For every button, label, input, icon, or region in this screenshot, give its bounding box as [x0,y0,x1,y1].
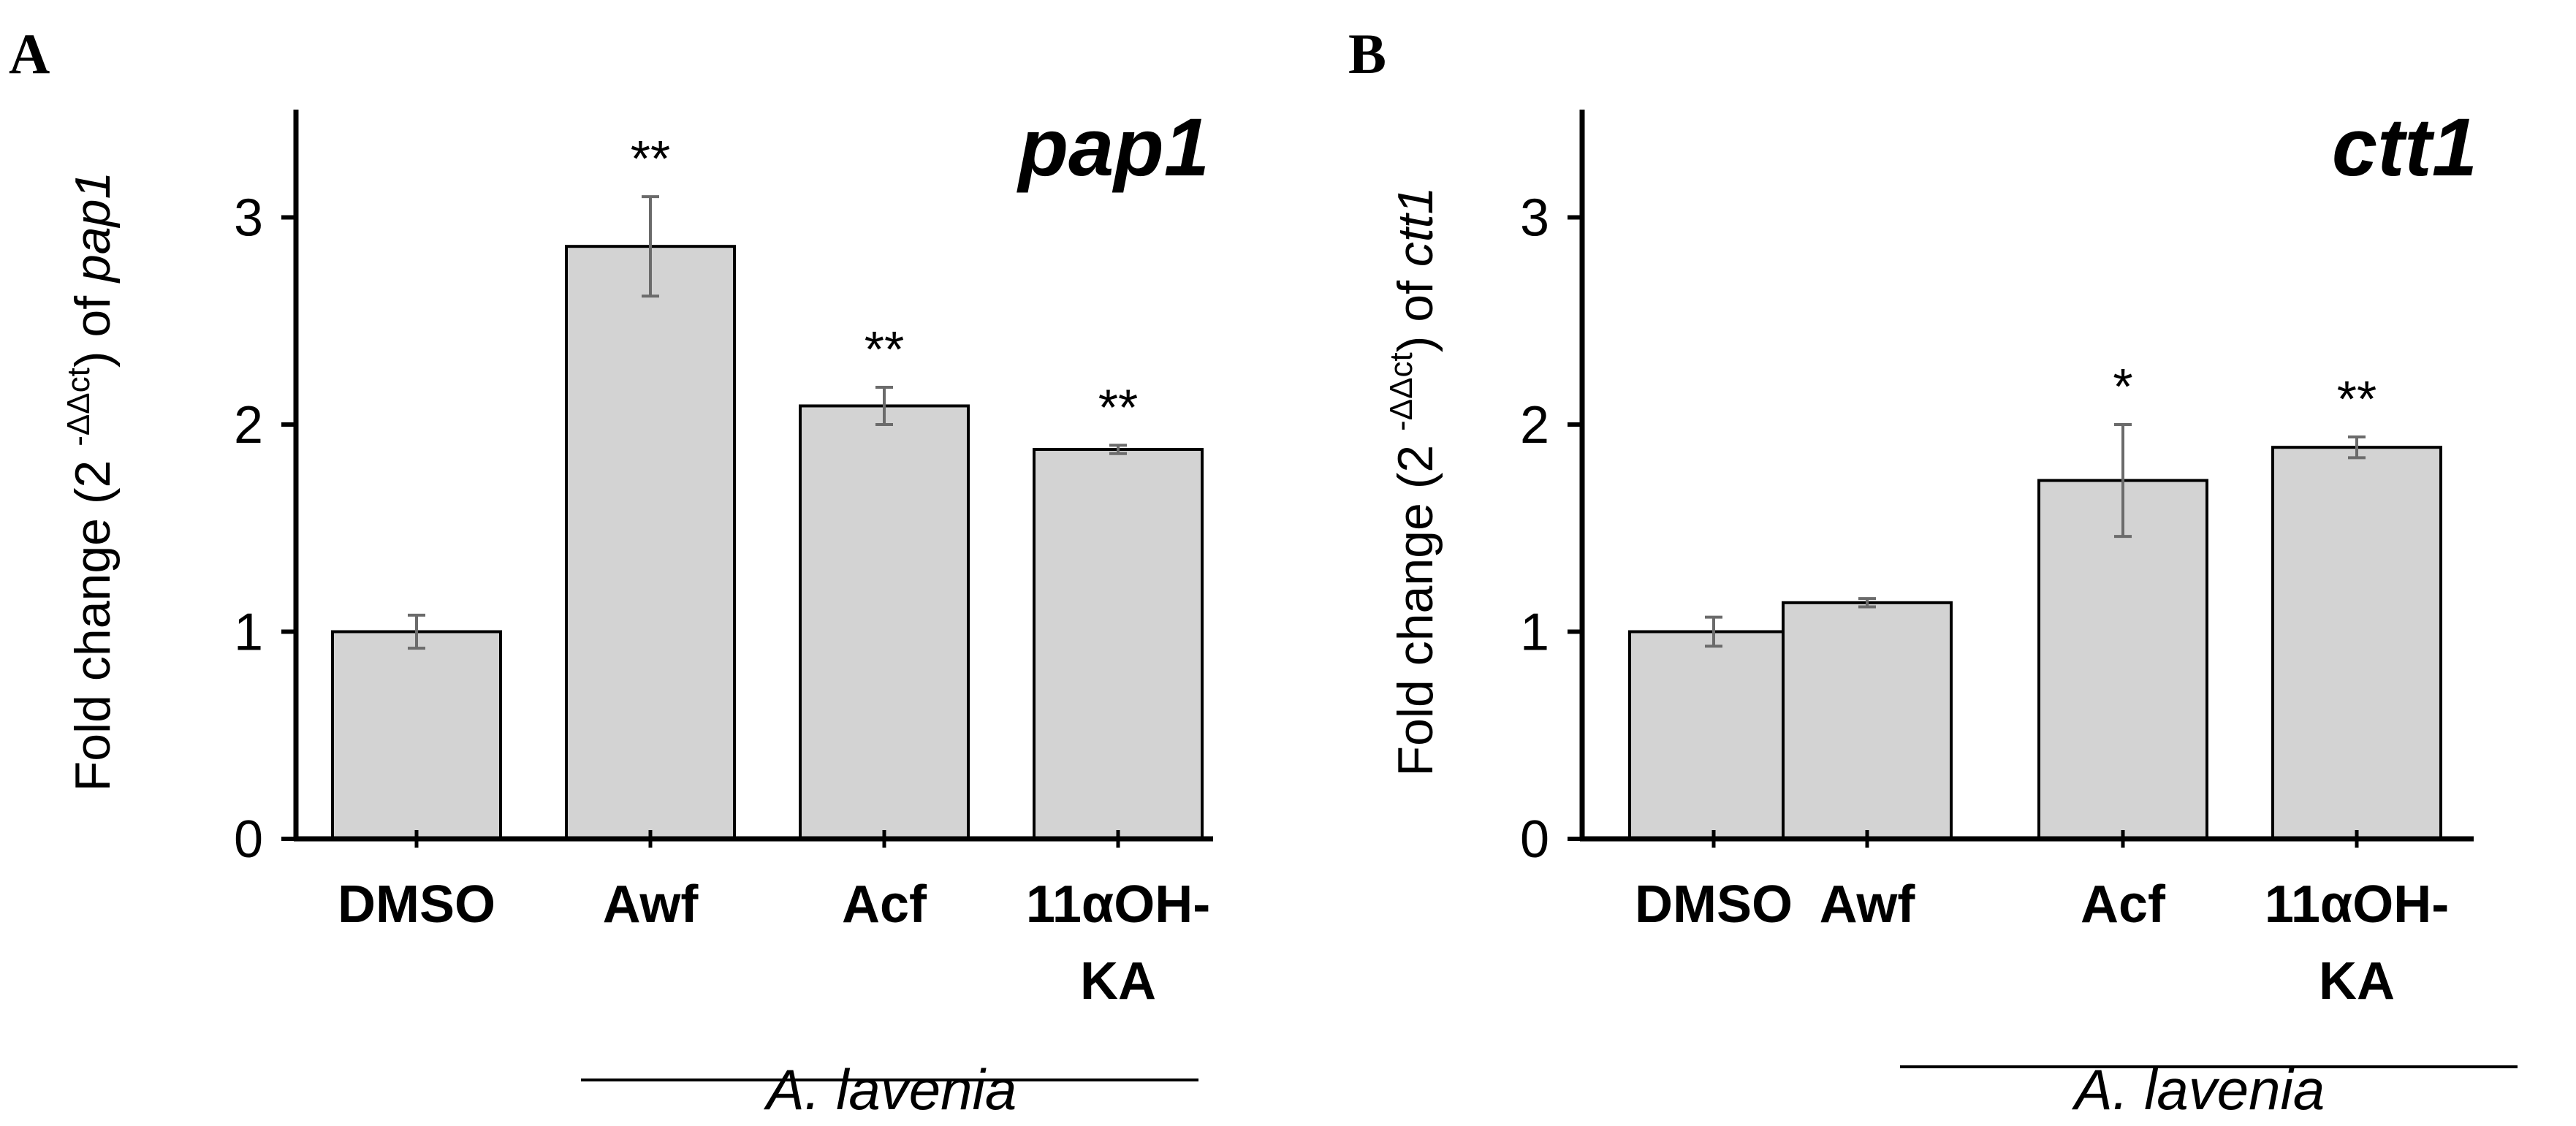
y-tick-label: 2 [1520,396,1549,454]
bar-awf [1782,601,1953,840]
y-tick-label: 1 [234,604,263,662]
x-tick-label: 11αOH- [1026,875,1210,934]
x-tick-label: Awf [1820,875,1916,934]
chart-title: ctt1 [2332,102,2477,193]
x-tick-label: Acf [842,875,927,934]
significance-label: ** [865,321,904,378]
y-axis-label-superscript: -ΔΔct [61,368,96,446]
error-bar [408,613,425,650]
y-tick-label: 0 [1520,810,1549,869]
chart-title: pap1 [1017,102,1209,193]
significance-label: ** [1098,378,1138,435]
bar-acf [799,404,970,840]
error-bar [2114,423,2132,539]
error-bar [1858,597,1876,609]
panel-label: B [1348,22,1386,85]
error-bar [1109,444,1127,455]
y-tick-label: 3 [1520,189,1549,248]
bar-dmso [331,630,502,840]
x-tick-label: Acf [2081,875,2166,934]
x-tick-label: 11αOH- [2265,875,2449,934]
bar-dmso [1628,630,1799,840]
y-tick-label: 3 [234,189,263,248]
x-tick-label: KA [1080,952,1156,1011]
error-bar [642,195,659,298]
significance-label: * [2113,358,2132,415]
y-axis-label-text: ) of [65,282,121,368]
significance-label: ** [631,130,670,187]
group-label: A. lavenia [2072,1057,2325,1122]
y-axis-label: Fold change (2 -ΔΔct) of ctt1 [1383,187,1443,777]
x-tick-label: DMSO [338,875,495,934]
y-axis-label: Fold change (2 -ΔΔct) of pap1 [61,172,121,792]
bar-11αoh-ka [1033,448,1204,840]
y-axis-label-gene: pap1 [65,172,121,284]
y-axis-label-text: Fold change (2 [65,446,121,792]
y-tick-label: 2 [234,396,263,454]
x-tick-label: KA [2319,952,2395,1011]
significance-label: ** [2337,370,2376,427]
bar-11αoh-ka [2271,446,2442,840]
error-bar [1705,615,1722,648]
bar-awf [565,245,736,840]
group-label: A. lavenia [764,1057,1017,1122]
y-tick-label: 0 [234,810,263,869]
bar-acf [2037,479,2208,840]
x-tick-label: DMSO [1635,875,1793,934]
y-tick-label: 1 [1520,604,1549,662]
y-axis-label-superscript: -ΔΔct [1383,352,1419,431]
error-bar [2348,435,2366,460]
y-axis-label-text: ) of [1388,267,1443,352]
y-axis-label-gene: ctt1 [1388,187,1443,267]
error-bar [875,385,893,426]
y-axis-label-text: Fold change (2 [1388,431,1443,777]
x-tick-label: Awf [603,875,699,934]
panel-label: A [9,22,50,85]
